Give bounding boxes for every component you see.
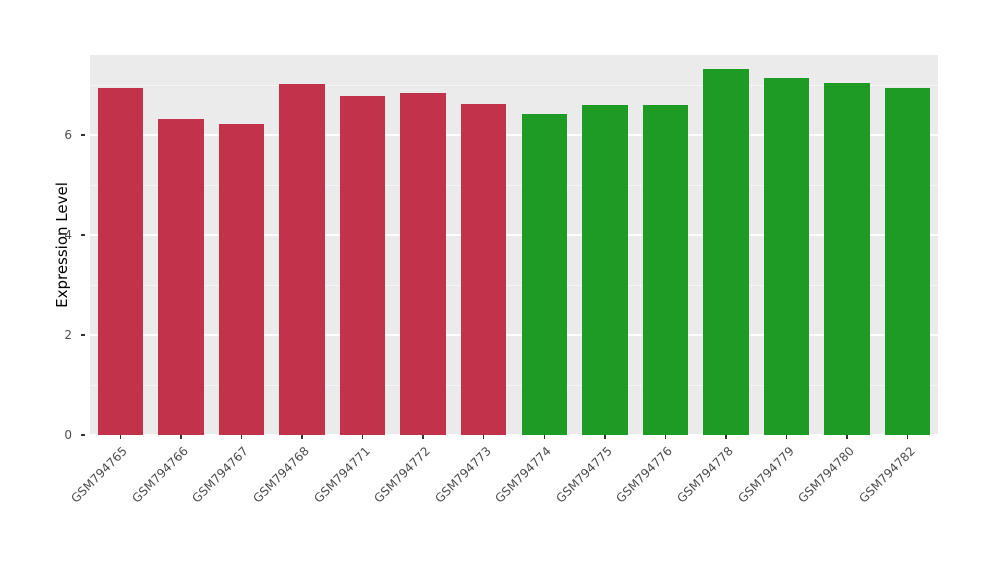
- bar-GSM794767: [218, 124, 265, 435]
- gridline-major: [90, 134, 938, 136]
- x-tick-label-GSM794775: GSM794775: [553, 444, 615, 506]
- y-tick-mark: [81, 134, 85, 136]
- x-tick-mark: [240, 435, 243, 439]
- bar-GSM794779: [763, 77, 810, 435]
- y-tick-mark: [81, 434, 85, 436]
- bar-GSM794778: [703, 69, 749, 435]
- bar-GSM794771: [339, 96, 386, 435]
- x-tick-mark: [785, 435, 788, 439]
- bar-GSM794773: [461, 104, 507, 435]
- y-tick-label: 6: [64, 128, 72, 142]
- x-tick-label-GSM794776: GSM794776: [613, 444, 676, 506]
- bar-GSM794765: [97, 87, 143, 435]
- y-tick-label: 4: [64, 228, 72, 242]
- gridline-minor: [90, 84, 938, 86]
- x-tick-mark: [422, 435, 424, 439]
- x-tick-mark: [543, 435, 546, 439]
- x-tick-mark: [180, 435, 182, 439]
- bar-GSM794772: [400, 92, 446, 435]
- x-tick-label-GSM794779: GSM794779: [734, 444, 797, 506]
- x-tick-mark: [906, 435, 909, 439]
- gridline-minor: [90, 284, 938, 286]
- y-tick-mark: [81, 234, 85, 236]
- bar-GSM794780: [824, 82, 870, 435]
- gridline-major: [90, 234, 938, 236]
- x-tick-mark: [119, 435, 122, 439]
- x-tick-label-GSM794773: GSM794773: [432, 444, 494, 506]
- plot-panel: [90, 55, 938, 435]
- gridline-minor: [90, 184, 938, 186]
- bar-GSM794768: [279, 84, 325, 435]
- x-tick-mark: [301, 435, 303, 439]
- gridline-major: [90, 434, 938, 435]
- gridline-minor: [90, 384, 938, 386]
- x-tick-mark: [725, 435, 727, 439]
- x-tick-label-GSM794767: GSM794767: [189, 444, 252, 506]
- y-tick-label: 0: [64, 428, 72, 442]
- bar-GSM794774: [521, 114, 567, 435]
- x-tick-label-GSM794772: GSM794772: [371, 444, 434, 506]
- bar-GSM794776: [642, 105, 689, 435]
- gridline-major: [90, 334, 938, 336]
- y-tick-mark: [81, 334, 85, 336]
- y-tick-label: 2: [64, 328, 72, 342]
- bar-GSM794782: [885, 87, 931, 435]
- x-tick-label-GSM794768: GSM794768: [250, 444, 312, 506]
- x-tick-label-GSM794778: GSM794778: [674, 444, 736, 506]
- x-tick-mark: [664, 435, 667, 439]
- x-tick-label-GSM794780: GSM794780: [795, 444, 858, 506]
- x-tick-label-GSM794774: GSM794774: [492, 444, 555, 506]
- bar-GSM794775: [582, 105, 628, 435]
- x-tick-mark: [361, 435, 364, 439]
- y-axis: 0 2 4 6: [0, 55, 88, 442]
- x-tick-mark: [846, 435, 848, 439]
- x-tick-label-GSM794771: GSM794771: [310, 444, 373, 506]
- x-tick-label-GSM794782: GSM794782: [856, 444, 918, 506]
- x-tick-label-GSM794766: GSM794766: [129, 444, 191, 506]
- x-tick-mark: [482, 435, 485, 439]
- x-tick-label-GSM794765: GSM794765: [68, 444, 131, 506]
- x-tick-mark: [604, 435, 606, 439]
- bar-GSM794766: [158, 119, 204, 435]
- x-axis: GSM794765 GSM794766 GSM794767 GSM794768 GSM7…: [69, 435, 938, 565]
